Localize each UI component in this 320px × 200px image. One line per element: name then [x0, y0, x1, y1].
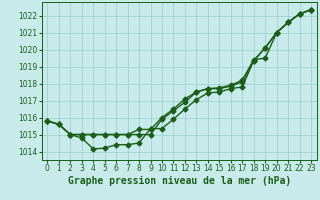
X-axis label: Graphe pression niveau de la mer (hPa): Graphe pression niveau de la mer (hPa) — [68, 176, 291, 186]
